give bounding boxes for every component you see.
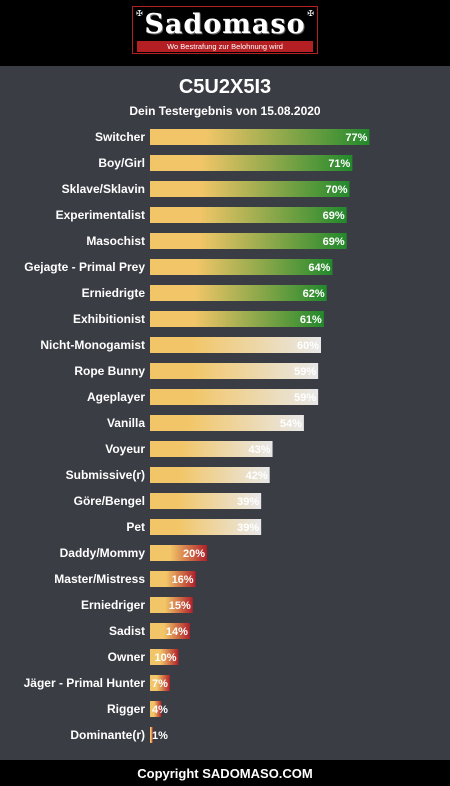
bar-value-label: 62%: [303, 288, 325, 300]
bar-value-label: 77%: [345, 132, 367, 144]
bar-value-label: 69%: [323, 236, 345, 248]
category-label: Rope Bunny: [74, 364, 145, 378]
category-label: Boy/Girl: [98, 156, 145, 170]
result-bar: [150, 467, 270, 483]
bar-value-label: 20%: [183, 548, 205, 560]
logo-tagline: Wo Bestrafung zur Belohnung wird: [137, 41, 313, 52]
result-bar: [150, 701, 162, 717]
result-bar: [150, 155, 353, 171]
bar-value-label: 60%: [297, 340, 319, 352]
bar-value-label: 71%: [328, 158, 350, 170]
category-label: Voyeur: [105, 442, 145, 456]
category-label: Erniedriger: [81, 598, 145, 612]
bar-value-label: 14%: [166, 626, 188, 638]
bar-value-label: 39%: [237, 522, 259, 534]
result-bar: [150, 181, 350, 197]
copyright-text[interactable]: Copyright SADOMASO.COM: [137, 766, 313, 781]
corner-ornament-icon: ✠: [136, 9, 143, 18]
category-label: Nicht-Monogamist: [40, 338, 145, 352]
site-header: ✠ ✠ Sadomaso Wo Bestrafung zur Belohnung…: [0, 0, 450, 66]
bar-value-label: 16%: [172, 574, 194, 586]
category-label: Vanilla: [107, 416, 145, 430]
bar-value-label: 39%: [237, 496, 259, 508]
category-label: Masochist: [86, 234, 145, 248]
bar-value-label: 1%: [152, 730, 168, 742]
bar-value-label: 54%: [280, 418, 302, 430]
category-label: Submissive(r): [66, 468, 145, 482]
result-bar: [150, 727, 153, 743]
result-bar: [150, 649, 179, 665]
category-label: Owner: [108, 650, 146, 664]
category-label: Switcher: [95, 130, 145, 144]
result-bar: [150, 545, 207, 561]
result-bar: [150, 233, 347, 249]
result-bar: [150, 623, 190, 639]
result-bar: [150, 597, 193, 613]
site-logo[interactable]: ✠ ✠ Sadomaso Wo Bestrafung zur Belohnung…: [132, 6, 318, 54]
category-label: Göre/Bengel: [74, 494, 145, 508]
category-label: Pet: [126, 520, 145, 534]
category-label: Exhibitionist: [73, 312, 145, 326]
bar-value-label: 59%: [294, 366, 316, 378]
result-bar: [150, 285, 327, 301]
result-bar: [150, 363, 319, 379]
result-bar: [150, 129, 370, 145]
site-footer: Copyright SADOMASO.COM: [0, 760, 450, 786]
bar-value-label: 43%: [249, 444, 271, 456]
category-label: Erniedrigte: [82, 286, 146, 300]
bar-value-label: 59%: [294, 392, 316, 404]
bar-value-label: 69%: [323, 210, 345, 222]
result-title: C5U2X5I3: [178, 76, 272, 98]
category-label: Jäger - Primal Hunter: [24, 676, 146, 690]
corner-ornament-icon: ✠: [307, 9, 314, 18]
bar-value-label: 10%: [154, 652, 176, 664]
bar-value-label: 42%: [246, 470, 268, 482]
result-bar: [150, 207, 347, 223]
result-bar-chart: Switcher 77% Boy/Girl 71% Sklave/Sklavin 70% E…: [24, 129, 370, 743]
bar-value-label: 61%: [300, 314, 322, 326]
result-bar: [150, 389, 319, 405]
result-bar: [150, 519, 262, 535]
category-label: Experimentalist: [56, 208, 145, 222]
result-subtitle: Dein Testergebnis von 15.08.2020: [129, 104, 321, 118]
bar-value-label: 4%: [152, 704, 168, 716]
result-bar: [150, 311, 324, 327]
result-bar: [150, 571, 196, 587]
category-label: Sklave/Sklavin: [62, 182, 145, 196]
result-bar: [150, 493, 262, 509]
result-bar: [150, 675, 170, 691]
category-label: Master/Mistress: [54, 572, 145, 586]
result-bar: [150, 415, 304, 431]
bar-value-label: 15%: [169, 600, 191, 612]
bar-value-label: 70%: [325, 184, 347, 196]
category-label: Dominante(r): [70, 728, 145, 742]
category-label: Ageplayer: [87, 390, 145, 404]
result-bar: [150, 337, 321, 353]
bar-value-label: 7%: [152, 678, 168, 690]
category-label: Sadist: [109, 624, 145, 638]
logo-wordmark: Sadomaso: [144, 9, 306, 40]
result-bar: [150, 441, 273, 457]
category-label: Gejagte - Primal Prey: [24, 260, 145, 274]
category-label: Daddy/Mommy: [60, 546, 146, 560]
result-bar: [150, 259, 333, 275]
bar-value-label: 64%: [308, 262, 330, 274]
category-label: Rigger: [107, 702, 145, 716]
